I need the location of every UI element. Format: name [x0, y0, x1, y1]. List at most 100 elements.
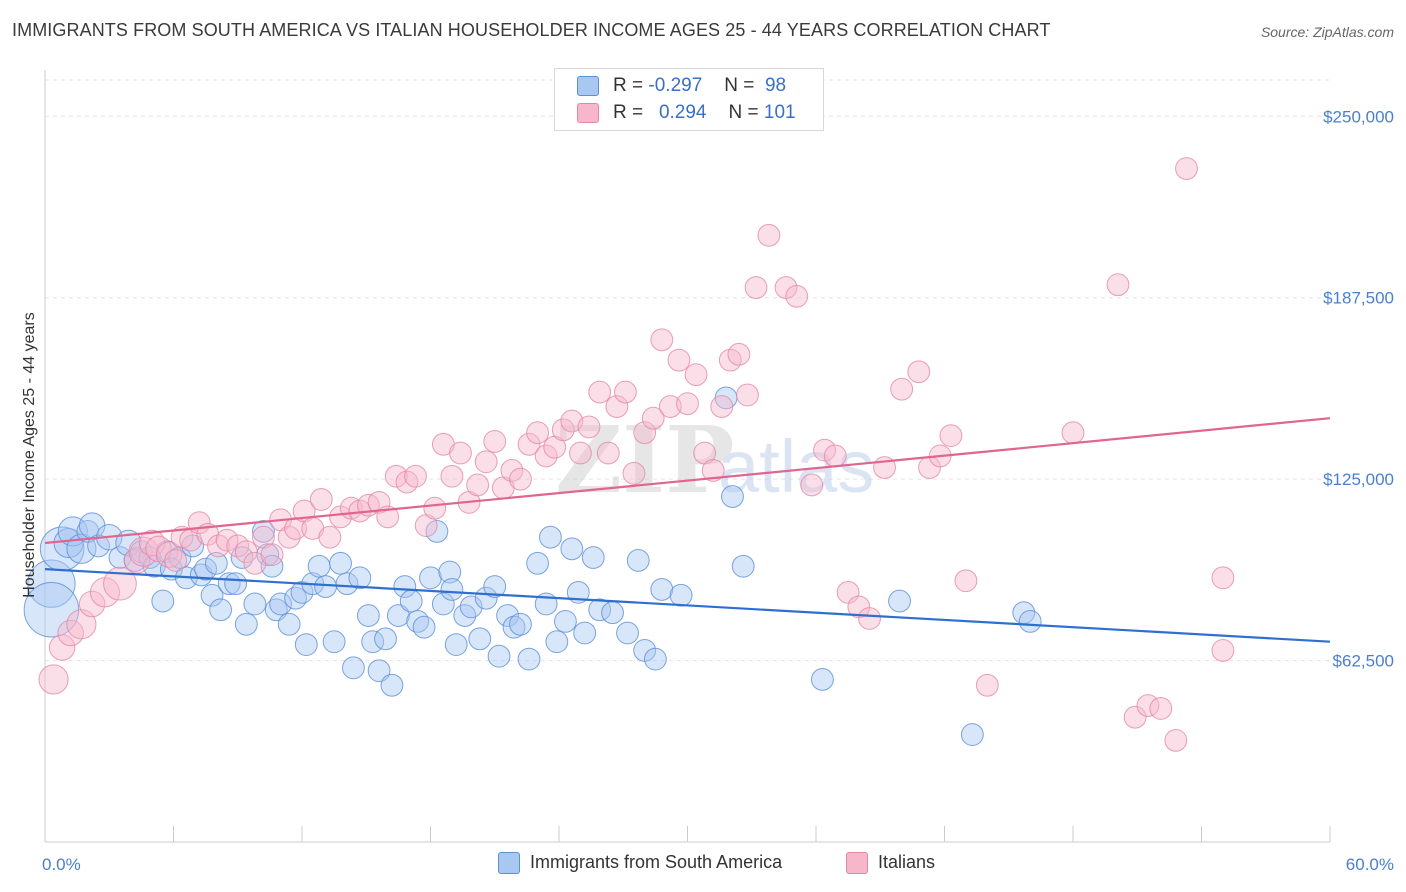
south-america-point-24	[200, 583, 224, 607]
south-america-point-70	[487, 644, 511, 668]
italians-point-1	[48, 634, 76, 661]
south-america-point-32	[252, 519, 275, 543]
south-america-point-62	[438, 560, 462, 584]
south-america-point-37	[277, 612, 301, 636]
y-tick-label: $125,000	[1323, 470, 1394, 489]
south-america-point-82	[573, 621, 597, 645]
italians-point-50	[500, 459, 524, 482]
italians-point-37	[384, 464, 408, 488]
south-america-point-0	[27, 559, 76, 608]
italians-point-6	[103, 566, 137, 601]
italians-point-79	[757, 223, 781, 247]
south-america-point-63	[440, 578, 464, 601]
legend-r-label: R =	[613, 102, 644, 123]
south-america-point-69	[483, 575, 507, 598]
italians-point-18	[215, 528, 239, 552]
south-america-point-48	[348, 566, 372, 590]
y-tick-label: $187,500	[1323, 289, 1394, 308]
south-america-point-78	[545, 630, 569, 654]
south-america-point-81	[566, 580, 590, 604]
italians-point-2	[57, 619, 84, 647]
italians-point-36	[376, 505, 400, 529]
bottom-legend-italians[interactable]: Italians	[846, 852, 935, 875]
series-italians-points	[38, 157, 1235, 752]
watermark-zip: ZIP	[555, 406, 734, 514]
italians-point-43	[440, 464, 464, 488]
south-america-point-40	[294, 633, 318, 657]
italians-point-11	[155, 541, 183, 568]
source-label: Source: ZipAtlas.com	[1260, 24, 1394, 40]
italians-point-47	[474, 450, 498, 474]
south-america-point-36	[269, 592, 292, 616]
italians-point-67	[650, 328, 674, 352]
south-america-point-73	[509, 612, 532, 636]
italians-point-68	[658, 395, 682, 418]
south-america-point-59	[419, 566, 442, 590]
italians-point-75	[718, 348, 742, 372]
italians-point-89	[890, 377, 914, 401]
south-america-point-43	[314, 575, 337, 598]
axes	[44, 70, 1331, 843]
south-america-point-42	[307, 554, 331, 578]
south-america-point-75	[526, 551, 549, 575]
south-america-point-60	[425, 519, 449, 543]
italians-point-83	[813, 438, 836, 462]
south-america-point-16	[151, 589, 175, 613]
italians-point-104	[1149, 697, 1173, 720]
south-america-point-95	[811, 668, 834, 691]
italians-point-98	[1123, 705, 1147, 729]
bottom-legend-south-america[interactable]: Immigrants from South America	[498, 852, 782, 875]
south-america-point-72	[502, 615, 526, 639]
chart-title: IMMIGRANTS FROM SOUTH AMERICA VS ITALIAN…	[12, 20, 1051, 40]
italians-point-102	[1211, 639, 1235, 662]
italians-point-103	[1211, 566, 1235, 590]
south-america-point-13	[129, 540, 153, 564]
italians-point-52	[517, 432, 541, 456]
south-america-point-56	[399, 589, 423, 613]
south-america-point-30	[234, 612, 258, 636]
italians-point-35	[367, 490, 391, 514]
italians-point-39	[404, 464, 427, 488]
italians-point-71	[684, 363, 708, 387]
watermark: ZIP atlas	[555, 406, 874, 514]
south-america-point-80	[560, 537, 584, 561]
south-america-point-8	[87, 534, 110, 558]
y-tick-label: $62,500	[1333, 652, 1394, 671]
italians-point-7	[123, 547, 151, 574]
legend-r-label: R =	[613, 75, 644, 96]
y-axis-title: Householder Income Ages 25 - 44 years	[21, 312, 38, 598]
south-america-point-71	[496, 604, 520, 627]
italians-point-101	[1175, 157, 1198, 180]
italians-point-82	[800, 473, 824, 497]
south-america-point-93	[721, 485, 744, 508]
south-america-point-34	[260, 554, 284, 578]
italians-point-19	[226, 534, 250, 558]
south-america-point-53	[380, 673, 404, 697]
south-america-point-99	[1018, 609, 1042, 633]
italians-point-96	[1061, 421, 1085, 445]
italians-point-4	[78, 590, 106, 618]
italians-point-41	[423, 496, 447, 520]
italians-point-64	[622, 461, 646, 485]
south-america-point-44	[322, 630, 346, 654]
italians-point-12	[164, 549, 188, 572]
italians-point-87	[858, 607, 881, 630]
italians-point-20	[234, 540, 258, 564]
south-america-point-54	[386, 604, 410, 627]
south-america-point-58	[412, 615, 436, 639]
italians-point-30	[318, 525, 342, 549]
italians-point-3	[66, 609, 97, 640]
italians-point-57	[560, 409, 584, 433]
legend-r-value: 0.294	[658, 102, 707, 123]
italians-point-70	[676, 392, 699, 416]
bottom-legend-swatch-pink	[846, 852, 868, 875]
italians-point-0	[38, 664, 69, 695]
italians-point-17	[207, 534, 230, 558]
italians-point-23	[260, 543, 284, 567]
x-tick-label-max: 60.0%	[1346, 855, 1394, 874]
italians-point-95	[975, 673, 999, 697]
south-america-point-86	[616, 621, 639, 645]
italians-point-94	[954, 569, 978, 593]
south-america-point-52	[374, 627, 397, 651]
